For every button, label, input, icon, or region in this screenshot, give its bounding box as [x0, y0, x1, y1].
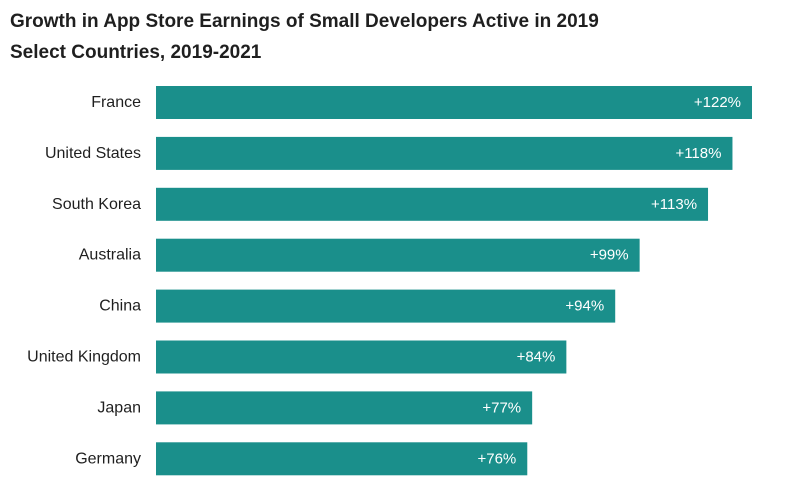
chart-subtitle: Select Countries, 2019-2021	[10, 42, 262, 63]
chart-title: Growth in App Store Earnings of Small De…	[10, 11, 599, 32]
value-label: +94%	[565, 298, 604, 315]
bar-united-states	[156, 136, 733, 170]
category-label: France	[91, 94, 141, 111]
category-label: Germany	[75, 450, 141, 467]
value-label: +84%	[517, 349, 556, 366]
bar-japan	[156, 391, 533, 425]
category-label: United Kingdom	[27, 349, 141, 366]
value-label: +113%	[651, 196, 697, 213]
bar-france	[156, 86, 752, 119]
category-label: United States	[45, 145, 141, 162]
category-label: Australia	[79, 247, 141, 264]
value-label: +77%	[482, 399, 521, 416]
chart-title-block: Growth in App Store Earnings of Small De…	[10, 6, 790, 68]
value-label: +76%	[477, 450, 516, 467]
bar-china	[156, 289, 616, 323]
category-label: China	[99, 298, 141, 315]
category-label: South Korea	[52, 196, 141, 213]
bar-australia	[156, 238, 640, 272]
bar-south-korea	[156, 187, 709, 221]
category-label: Japan	[97, 399, 141, 416]
value-label: +118%	[675, 145, 721, 162]
value-label: +122%	[694, 94, 741, 111]
bar-united-kingdom	[156, 340, 567, 374]
bar-germany	[156, 442, 528, 476]
value-label: +99%	[590, 247, 629, 264]
